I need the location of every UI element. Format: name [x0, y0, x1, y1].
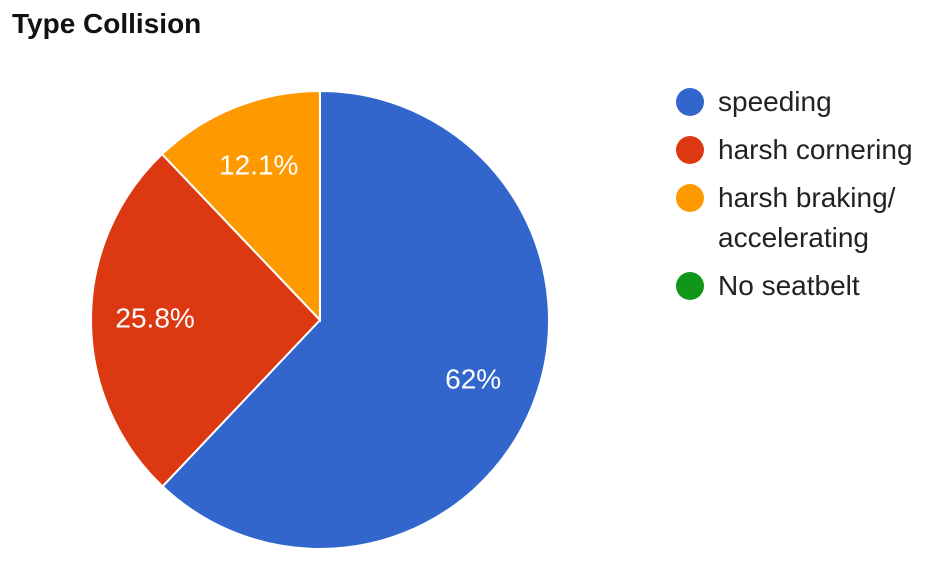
pie-slice	[160, 89, 321, 323]
legend-swatch	[676, 272, 704, 300]
chart-title: Type Collision	[12, 8, 202, 39]
legend-item: harsh cornering	[674, 130, 936, 170]
slice-label: 25.8%	[115, 303, 194, 334]
legend-label: harsh cornering	[718, 134, 913, 165]
legend-label: harsh braking/ accelerating	[718, 182, 896, 253]
legend: speeding harsh cornering harsh braking/ ac…	[674, 82, 936, 314]
slice-label: 62%	[445, 363, 501, 394]
legend-swatch	[676, 88, 704, 116]
legend-item: harsh braking/ accelerating	[674, 178, 936, 258]
legend-swatch	[676, 184, 704, 212]
legend-swatch	[676, 136, 704, 164]
legend-label: No seatbelt	[718, 270, 860, 301]
legend-item: speeding	[674, 82, 936, 122]
pie-slice	[161, 89, 550, 550]
pie-slice	[90, 152, 322, 488]
legend-label: speeding	[718, 86, 832, 117]
legend-item: No seatbelt	[674, 266, 936, 306]
slice-label: 12.1%	[219, 149, 298, 180]
